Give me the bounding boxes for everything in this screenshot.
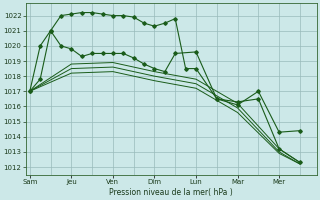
X-axis label: Pression niveau de la mer( hPa ): Pression niveau de la mer( hPa ) — [109, 188, 233, 197]
